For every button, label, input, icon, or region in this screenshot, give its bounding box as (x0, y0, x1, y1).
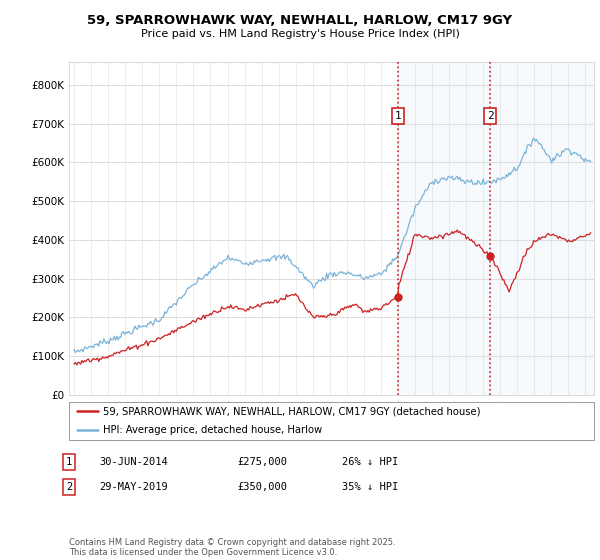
Bar (490, 62, 599, 395)
Text: 30-JUN-2014: 30-JUN-2014 (99, 457, 168, 467)
Text: £350,000: £350,000 (237, 482, 287, 492)
Text: 2: 2 (66, 482, 72, 492)
Text: HPI: Average price, detached house, Harlow: HPI: Average price, detached house, Harl… (103, 425, 322, 435)
Text: 1: 1 (395, 111, 401, 121)
Text: 1: 1 (66, 457, 72, 467)
Text: Contains HM Land Registry data © Crown copyright and database right 2025.
This d: Contains HM Land Registry data © Crown c… (69, 538, 395, 557)
Text: 26% ↓ HPI: 26% ↓ HPI (342, 457, 398, 467)
Text: 59, SPARROWHAWK WAY, NEWHALL, HARLOW, CM17 9GY: 59, SPARROWHAWK WAY, NEWHALL, HARLOW, CM… (88, 14, 512, 27)
Bar (398, 62, 490, 395)
Text: 2: 2 (487, 111, 493, 121)
Text: 59, SPARROWHAWK WAY, NEWHALL, HARLOW, CM17 9GY (detached house): 59, SPARROWHAWK WAY, NEWHALL, HARLOW, CM… (103, 406, 481, 416)
Text: Price paid vs. HM Land Registry's House Price Index (HPI): Price paid vs. HM Land Registry's House … (140, 29, 460, 39)
Text: £275,000: £275,000 (237, 457, 287, 467)
Text: 29-MAY-2019: 29-MAY-2019 (99, 482, 168, 492)
Text: 35% ↓ HPI: 35% ↓ HPI (342, 482, 398, 492)
